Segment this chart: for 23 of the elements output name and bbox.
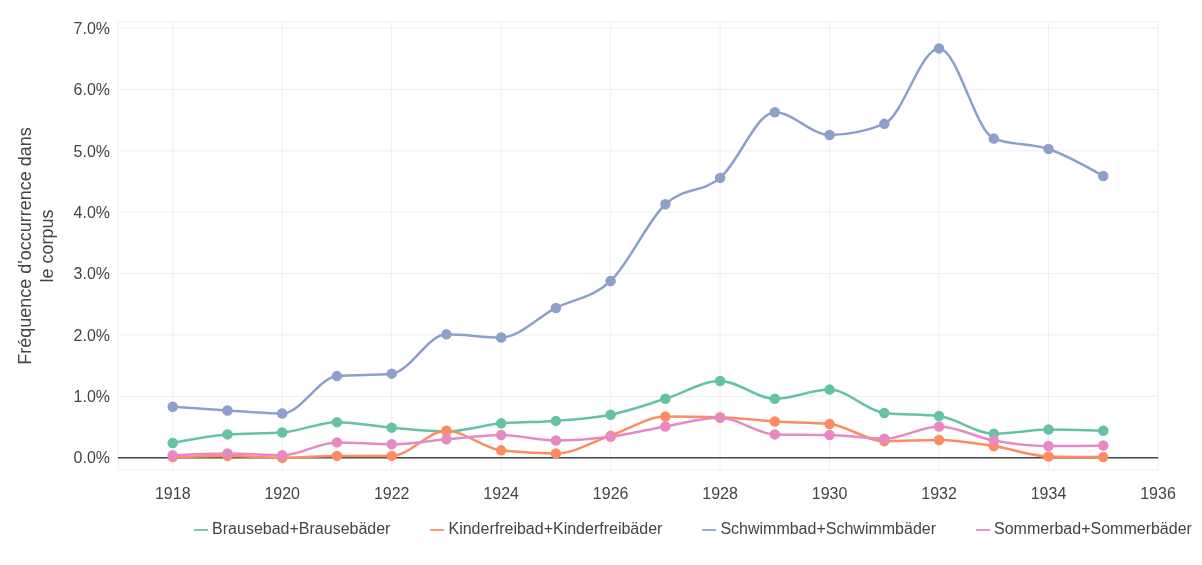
x-tick-label: 1936: [1140, 485, 1176, 503]
y-tick-label: 5.0%: [73, 142, 110, 160]
x-tick-label: 1922: [373, 485, 410, 503]
x-tick-label: 1934: [1030, 485, 1067, 503]
x-tick-label: 1926: [592, 485, 629, 503]
x-tick-label: 1930: [811, 485, 848, 503]
legend-label: Brausebad+Brausebäder: [212, 520, 391, 537]
y-tick-label: 1.0%: [73, 388, 110, 406]
y-tick-label: 7.0%: [73, 19, 110, 37]
y-tick-label: 4.0%: [73, 203, 110, 221]
y-tick-label: 3.0%: [73, 265, 110, 283]
legend-label: Schwimmbad+Schwimmbäder: [720, 520, 937, 537]
x-tick-label: 1932: [921, 485, 957, 503]
legend-label: Sommerbad+Sommerbäder: [994, 520, 1192, 537]
y-tick-label: 6.0%: [73, 81, 110, 99]
y-axis-title: Fréquence d'occurrence dans le corpus: [15, 127, 57, 365]
x-tick-label: 1928: [702, 485, 738, 503]
y-tick-label: 0.0%: [73, 449, 110, 467]
x-tick-label: 1924: [483, 485, 520, 503]
legend-label: Kinderfreibad+Kinderfreibäder: [448, 520, 663, 537]
x-tick-label: 1920: [264, 485, 301, 503]
x-tick-label: 1918: [154, 485, 191, 503]
y-tick-label: 2.0%: [73, 326, 110, 344]
